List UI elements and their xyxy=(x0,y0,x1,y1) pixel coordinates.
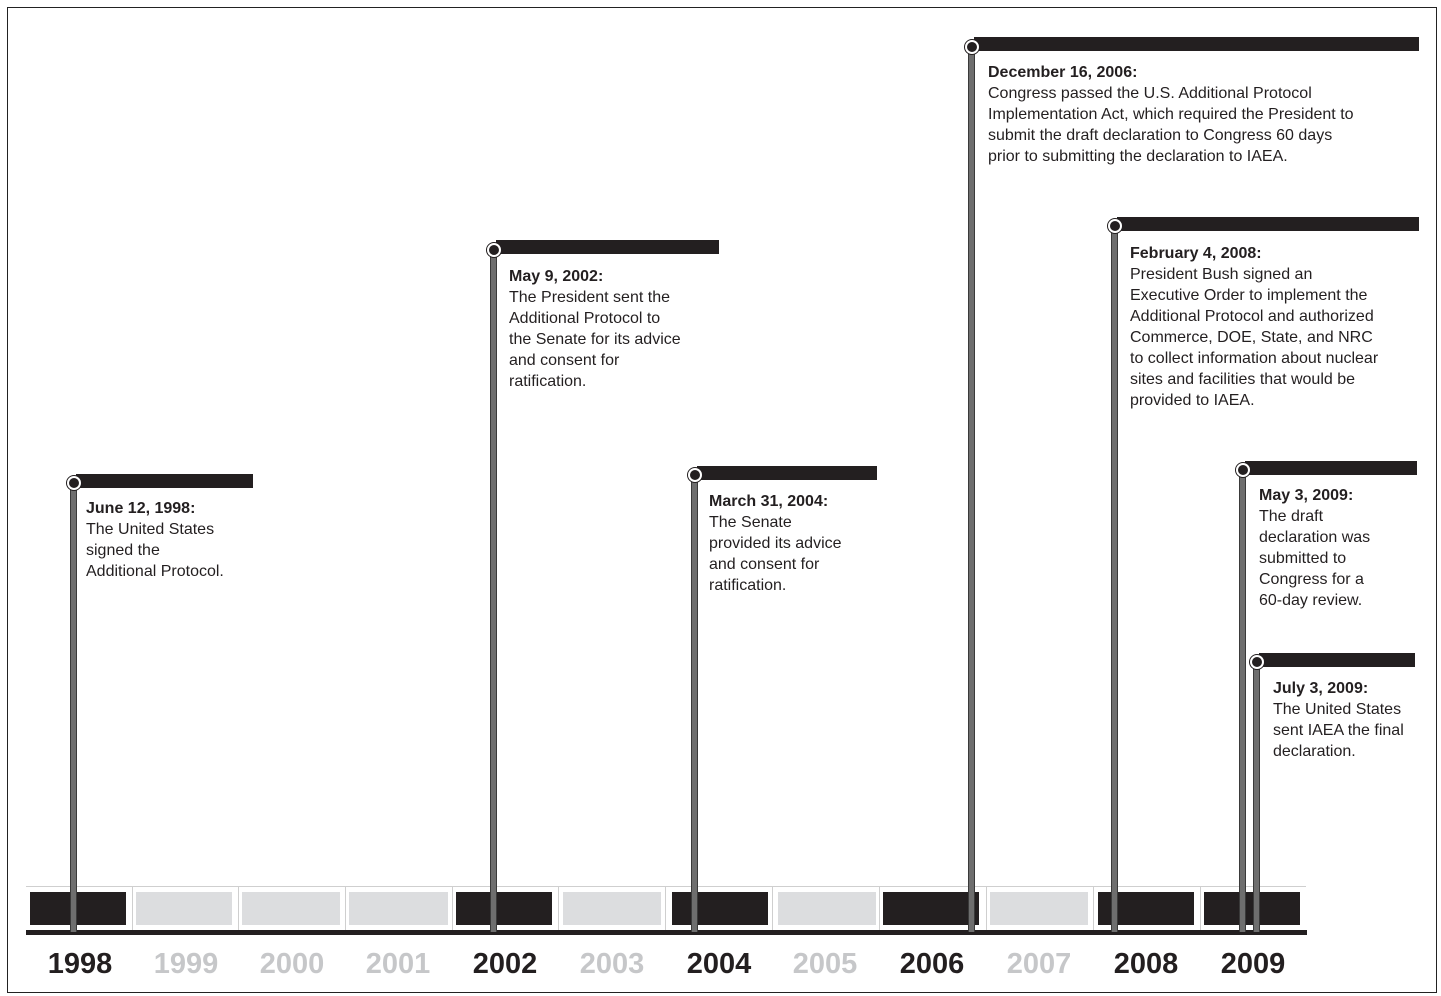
event-date: July 3, 2009: xyxy=(1273,680,1369,697)
year-separator xyxy=(238,887,239,931)
year-label-2009: 2009 xyxy=(1220,948,1286,980)
event-2008: February 4, 2008: President Bush signed … xyxy=(1130,243,1430,411)
year-label-2005: 2005 xyxy=(792,948,858,980)
figure-frame xyxy=(7,7,1437,993)
event-description: The President sent the Additional Protoc… xyxy=(509,289,681,390)
timeline-baseline xyxy=(26,930,1307,935)
year-separator xyxy=(132,887,133,931)
event-pole-2002 xyxy=(490,252,497,932)
year-label-2003: 2003 xyxy=(579,948,645,980)
year-separator xyxy=(879,887,880,931)
year-separator xyxy=(1093,887,1094,931)
event-marker-2006 xyxy=(965,40,979,54)
event-pole-2009-july xyxy=(1253,659,1260,932)
event-2009-july: July 3, 2009: The United States sent IAE… xyxy=(1273,678,1433,762)
year-label-1999: 1999 xyxy=(153,948,219,980)
year-cell-2004 xyxy=(672,892,768,925)
year-label-2000: 2000 xyxy=(259,948,325,980)
year-cell-2002 xyxy=(456,892,552,925)
year-cell-1999 xyxy=(136,892,232,925)
year-separator xyxy=(558,887,559,931)
event-date: June 12, 1998: xyxy=(86,500,196,517)
event-flag-1998 xyxy=(76,474,253,488)
event-flag-2008 xyxy=(1117,217,1419,231)
year-cell-2009 xyxy=(1204,892,1300,925)
year-cell-1998 xyxy=(30,892,126,925)
event-date: May 3, 2009: xyxy=(1259,487,1354,504)
event-marker-2009-july xyxy=(1250,655,1264,669)
year-label-2002: 2002 xyxy=(472,948,538,980)
event-2004: March 31, 2004: The Senate provided its … xyxy=(709,491,879,596)
year-label-2004: 2004 xyxy=(686,948,752,980)
event-marker-2004 xyxy=(688,468,702,482)
event-flag-2006 xyxy=(974,37,1419,51)
year-separator xyxy=(772,887,773,931)
event-2006: December 16, 2006: Congress passed the U… xyxy=(988,62,1418,167)
event-description: The draft declaration was submitted to C… xyxy=(1259,508,1371,609)
event-pole-2004 xyxy=(691,472,698,932)
year-cell-2001 xyxy=(349,892,448,925)
event-pole-1998 xyxy=(70,482,77,932)
event-marker-1998 xyxy=(67,476,81,490)
year-separator xyxy=(345,887,346,931)
year-separator xyxy=(452,887,453,931)
event-marker-2002 xyxy=(487,243,501,257)
event-description: The United States signed the Additional … xyxy=(86,521,224,580)
event-marker-2008 xyxy=(1108,219,1122,233)
event-date: December 16, 2006: xyxy=(988,64,1138,81)
event-2009-may: May 3, 2009: The draft declaration was s… xyxy=(1259,485,1419,611)
year-separator xyxy=(986,887,987,931)
year-label-1998: 1998 xyxy=(47,948,113,980)
event-1998: June 12, 1998: The United States signed … xyxy=(86,498,256,582)
year-label-2001: 2001 xyxy=(365,948,431,980)
event-marker-2009-may xyxy=(1236,463,1250,477)
event-description: President Bush signed an Executive Order… xyxy=(1130,266,1379,409)
year-cell-2000 xyxy=(242,892,340,925)
event-flag-2009-may xyxy=(1245,461,1417,475)
year-cell-2003 xyxy=(563,892,661,925)
year-separator xyxy=(665,887,666,931)
event-description: The Senate provided its advice and conse… xyxy=(709,514,842,594)
event-date: March 31, 2004: xyxy=(709,493,829,510)
event-flag-2002 xyxy=(496,240,719,254)
event-pole-2009-may xyxy=(1239,468,1246,932)
year-label-2007: 2007 xyxy=(1006,948,1072,980)
year-cell-2005 xyxy=(778,892,876,925)
event-description: The United States sent IAEA the final de… xyxy=(1273,701,1404,760)
year-label-2008: 2008 xyxy=(1113,948,1179,980)
event-date: February 4, 2008: xyxy=(1130,245,1262,262)
year-cell-2007 xyxy=(990,892,1088,925)
event-flag-2009-july xyxy=(1259,653,1415,667)
event-date: May 9, 2002: xyxy=(509,268,604,285)
year-cell-2006 xyxy=(883,892,979,925)
year-label-2006: 2006 xyxy=(899,948,965,980)
event-2002: May 9, 2002: The President sent the Addi… xyxy=(509,266,719,392)
year-separator xyxy=(1200,887,1201,931)
event-description: Congress passed the U.S. Additional Prot… xyxy=(988,85,1354,165)
event-flag-2004 xyxy=(697,466,877,480)
event-pole-2008 xyxy=(1111,225,1118,932)
event-pole-2006 xyxy=(968,44,975,932)
